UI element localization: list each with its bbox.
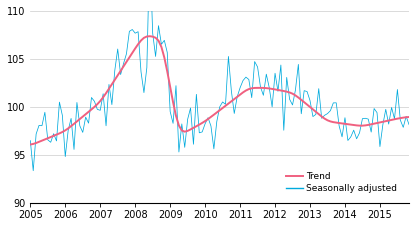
Legend: Trend, Seasonally adjusted: Trend, Seasonally adjusted bbox=[282, 169, 401, 197]
